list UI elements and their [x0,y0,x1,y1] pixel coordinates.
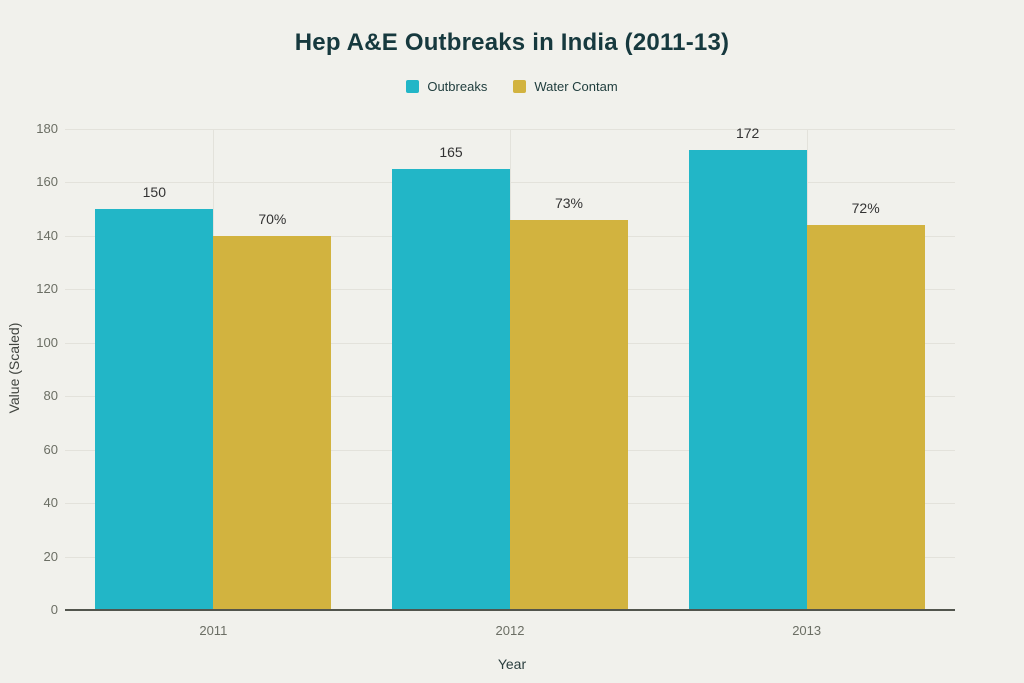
plot-area: 150 165 172 70% 73% 72% [65,125,955,611]
bar-value-label: 73% [554,194,584,211]
x-axis-title: Year [497,656,527,672]
x-tick-label: 2012 [495,623,525,638]
bar-water-contam-2011 [213,235,332,610]
x-axis-line [65,609,955,611]
bar-outbreaks-2011 [95,209,214,610]
y-axis-title: Value (Scaled) [6,322,22,414]
y-tick-label: 120 [36,281,58,297]
y-tick-label: 20 [43,548,58,564]
chart-title: Hep A&E Outbreaks in India (2011-13) [294,29,730,56]
y-tick-label: 40 [43,495,58,511]
bar-value-label: 72% [851,200,880,217]
legend-label: Outbreaks [427,79,488,94]
y-tick-label: 180 [36,121,58,136]
y-tick-label: 160 [36,174,58,190]
bar-water-contam-2013 [806,225,925,610]
bar-value-label: 150 [142,184,166,201]
legend-swatch-icon [513,80,527,93]
bar-value-label: 165 [439,144,463,161]
y-tick-label: 140 [36,227,58,243]
legend-item-outbreaks: Outbreaks [406,79,487,94]
x-tick-label: 2013 [792,623,822,638]
legend: Outbreaks Water Contam [0,79,1024,94]
bar-outbreaks-2013 [688,150,807,610]
bar-value-label: 172 [735,125,760,142]
bar-outbreaks-2012 [392,169,510,610]
legend-swatch-icon [406,80,420,93]
legend-item-water-contam: Water Contam [513,79,618,94]
y-tick-label: 80 [43,388,58,404]
bar-value-label: 70% [258,210,287,227]
y-tick-label: 100 [36,334,58,350]
bar-water-contam-2012 [510,219,628,610]
x-tick-label: 2011 [199,623,228,638]
y-tick-label: 0 [50,602,58,617]
legend-label: Water Contam [534,79,618,94]
y-tick-label: 60 [43,441,58,457]
